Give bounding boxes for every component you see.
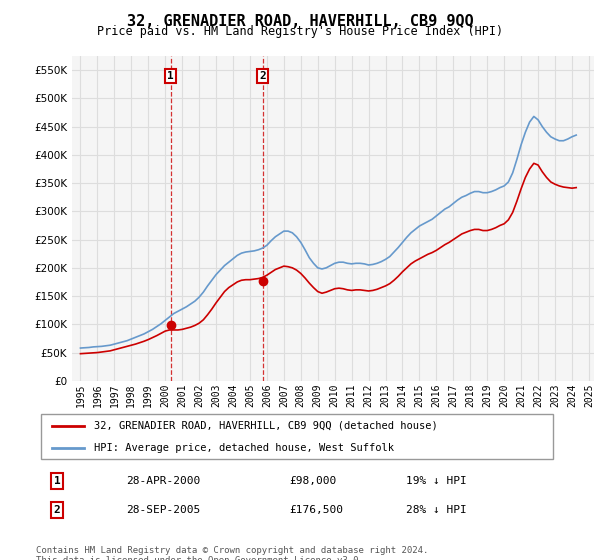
Text: 1: 1: [54, 476, 61, 486]
Text: 28% ↓ HPI: 28% ↓ HPI: [406, 505, 466, 515]
Text: 2: 2: [259, 71, 266, 81]
Text: £176,500: £176,500: [289, 505, 343, 515]
Text: Price paid vs. HM Land Registry's House Price Index (HPI): Price paid vs. HM Land Registry's House …: [97, 25, 503, 38]
Text: HPI: Average price, detached house, West Suffolk: HPI: Average price, detached house, West…: [94, 443, 394, 453]
Text: 32, GRENADIER ROAD, HAVERHILL, CB9 9QQ: 32, GRENADIER ROAD, HAVERHILL, CB9 9QQ: [127, 14, 473, 29]
Text: 2: 2: [54, 505, 61, 515]
Text: 32, GRENADIER ROAD, HAVERHILL, CB9 9QQ (detached house): 32, GRENADIER ROAD, HAVERHILL, CB9 9QQ (…: [94, 421, 438, 431]
Text: 28-SEP-2005: 28-SEP-2005: [126, 505, 200, 515]
Text: 19% ↓ HPI: 19% ↓ HPI: [406, 476, 466, 486]
Text: £98,000: £98,000: [289, 476, 337, 486]
Text: 1: 1: [167, 71, 174, 81]
Text: 28-APR-2000: 28-APR-2000: [126, 476, 200, 486]
Text: Contains HM Land Registry data © Crown copyright and database right 2024.
This d: Contains HM Land Registry data © Crown c…: [36, 546, 428, 560]
FancyBboxPatch shape: [41, 414, 553, 459]
